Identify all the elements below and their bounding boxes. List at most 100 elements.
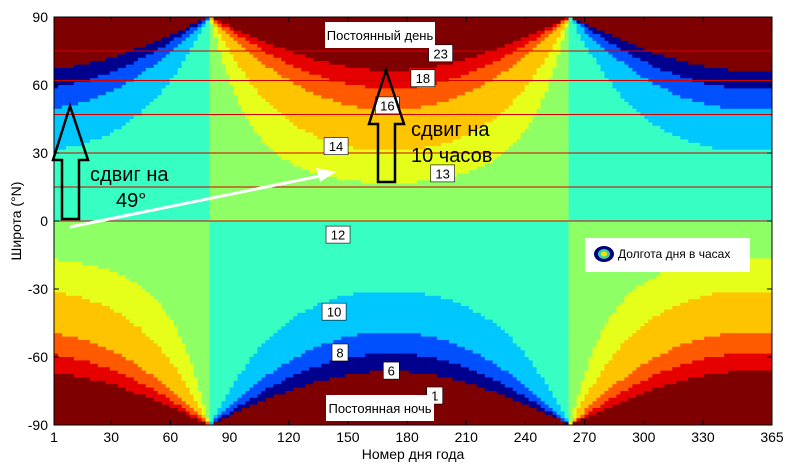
contour-cell — [568, 397, 578, 402]
contour-cell — [209, 367, 247, 372]
contour-cell — [133, 360, 171, 365]
contour-cell — [169, 404, 183, 409]
contour-cell — [54, 119, 131, 123]
contour-cell — [532, 74, 554, 79]
contour-cell — [568, 64, 602, 69]
contour-cell — [668, 88, 772, 93]
contour-cell — [580, 414, 586, 419]
contour-cell — [293, 64, 346, 69]
contour-cell — [209, 282, 570, 287]
contour-cell — [209, 353, 255, 358]
contour-cell — [54, 336, 79, 341]
contour-cell — [209, 173, 322, 178]
contour-cell — [293, 374, 346, 378]
contour-cell — [209, 20, 215, 25]
contour-cell — [161, 380, 187, 385]
contour-cell — [54, 23, 191, 28]
contour-cell — [436, 357, 486, 361]
contour-cell — [169, 397, 183, 402]
contour-cell — [568, 163, 772, 168]
contour-cell — [568, 197, 772, 202]
contour-cell — [54, 197, 211, 202]
contour-cell — [484, 374, 514, 378]
x-tick-label: 365 — [760, 429, 784, 445]
contour-cell — [568, 302, 622, 307]
contour-cell — [700, 142, 772, 147]
contour-cell — [720, 333, 772, 338]
contour-cell — [644, 391, 772, 395]
contour-cell — [289, 360, 330, 365]
contour-cell — [141, 71, 179, 76]
contour-cell — [512, 51, 530, 55]
contour-cell — [209, 85, 235, 89]
contour-cell — [568, 153, 772, 157]
contour-cell — [632, 54, 665, 59]
contour-cell — [54, 173, 211, 178]
contour-cell — [189, 34, 199, 38]
contour-cell — [584, 23, 590, 28]
contour-cell — [193, 40, 211, 45]
contour-cell — [193, 374, 211, 378]
contour-cell — [472, 350, 526, 355]
contour-cell — [54, 44, 147, 49]
contour-cell — [229, 51, 251, 55]
contour-cell — [245, 367, 278, 372]
contour-cell — [293, 316, 486, 321]
contour-cell — [680, 363, 772, 368]
contour-cell — [209, 40, 219, 45]
polar-night-text: Постоянная ночь — [328, 401, 431, 416]
contour-cell — [357, 333, 422, 338]
contour-cell — [225, 394, 243, 399]
contour-cell — [73, 81, 127, 86]
contour-cell — [556, 411, 566, 416]
contour-cell — [500, 326, 570, 331]
contour-cell — [568, 367, 590, 372]
contour-cell — [265, 51, 294, 55]
contour-cell — [281, 363, 322, 368]
contour-cell — [249, 360, 290, 365]
contour-cell — [217, 37, 223, 42]
contour-cell — [209, 326, 282, 331]
contour-cell — [54, 357, 75, 361]
contour-cell — [452, 377, 494, 382]
contour-cell — [245, 363, 282, 368]
contour-cell — [165, 85, 211, 89]
contour-cell — [145, 370, 179, 375]
contour-cell — [257, 44, 274, 49]
contour-cell — [54, 248, 211, 253]
contour-cell — [77, 102, 151, 106]
contour-label-box — [383, 361, 400, 380]
contour-cell — [560, 20, 566, 25]
contour-cell — [209, 299, 330, 304]
contour-cell — [54, 241, 211, 246]
contour-cell — [145, 54, 167, 59]
contour-cell — [145, 44, 167, 49]
contour-cell — [420, 333, 510, 338]
contour-cell — [141, 326, 179, 331]
contour-cell — [596, 411, 772, 416]
contour-cell — [536, 30, 546, 35]
contour-cell — [544, 37, 558, 42]
contour-cell — [233, 408, 243, 412]
contour-label-box — [325, 225, 351, 244]
contour-cell — [640, 326, 772, 331]
contour-cell — [520, 37, 538, 42]
contour-cell — [217, 20, 223, 25]
contour-cell — [209, 370, 243, 375]
contour-cell — [552, 411, 558, 416]
contour-cell — [237, 61, 263, 66]
contour-label: 18 — [416, 71, 430, 86]
contour-cell — [181, 336, 211, 341]
contour-cell — [560, 418, 566, 423]
contour-cell — [532, 391, 554, 395]
contour-cell — [680, 343, 772, 348]
contour-cell — [580, 380, 598, 385]
contour-cell — [54, 183, 211, 188]
contour-cell — [628, 51, 653, 55]
contour-cell — [648, 360, 693, 365]
contour-cell — [588, 367, 606, 372]
contour-cell — [456, 173, 570, 178]
contour-cell — [576, 414, 582, 419]
contour-cell — [636, 329, 772, 334]
